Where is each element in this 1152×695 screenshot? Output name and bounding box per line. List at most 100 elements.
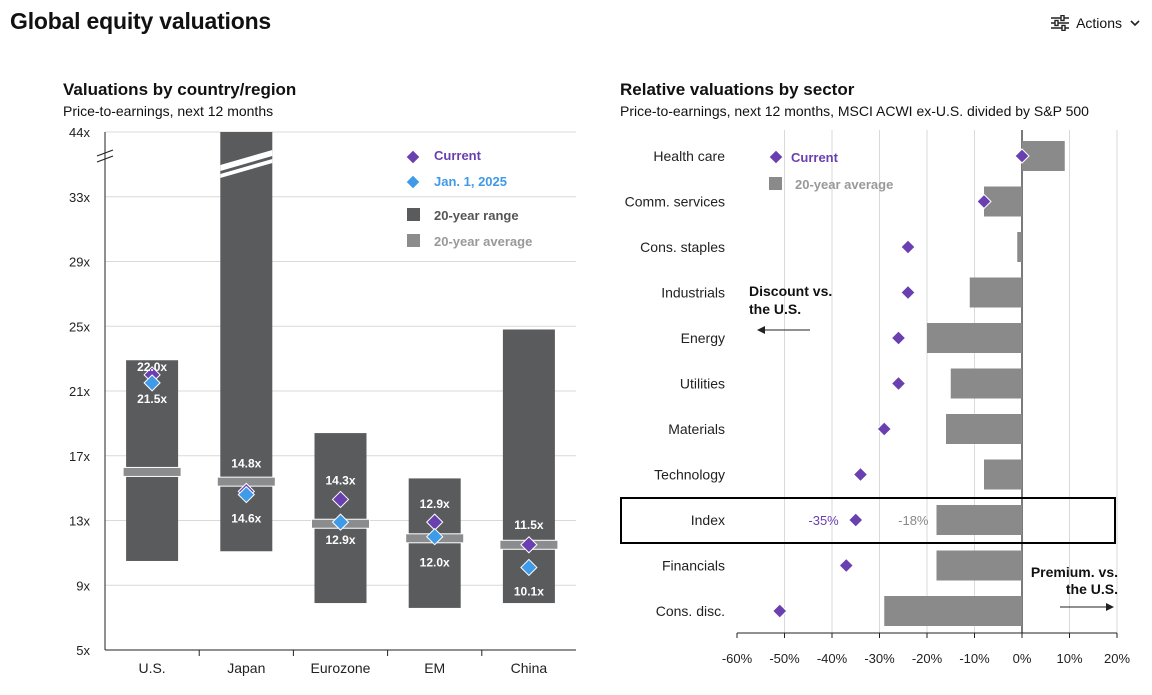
index-average-label: -18% — [898, 513, 929, 528]
current-marker — [1014, 148, 1030, 164]
current-value-label: 11.5x — [514, 518, 544, 532]
jan-2025-marker — [425, 527, 444, 546]
average-bar — [927, 323, 1022, 353]
average-bar — [1017, 232, 1022, 262]
legend-range-swatch — [407, 208, 420, 221]
sector-label: Materials — [668, 421, 725, 437]
x-tick-label: 20% — [1104, 651, 1130, 666]
axis-break-mark — [96, 149, 114, 157]
current-marker — [852, 466, 869, 483]
legend-jan-2025-label: Jan. 1, 2025 — [434, 174, 507, 189]
average-bar — [984, 459, 1022, 490]
sector-label: Cons. staples — [640, 239, 725, 255]
jan-2025-value-label: 12.9x — [325, 533, 355, 547]
x-tick-label: -20% — [912, 651, 943, 666]
bar-break-stripe — [220, 150, 273, 171]
current-value-label: 14.3x — [325, 473, 355, 487]
legend-average-label: 20-year average — [795, 177, 893, 192]
premium-annotation: the U.S. — [1066, 581, 1118, 597]
legend-current-marker — [768, 149, 784, 165]
legend-average-swatch — [769, 177, 782, 190]
chevron-down-icon — [1128, 18, 1142, 28]
current-marker — [890, 375, 907, 392]
average-marker — [122, 466, 182, 477]
actions-button[interactable]: Actions — [1046, 12, 1146, 34]
sector-label: Health care — [653, 148, 725, 164]
x-tick-label: -30% — [864, 651, 895, 666]
y-tick-label: 33x — [69, 190, 90, 205]
y-tick-label: 29x — [69, 255, 90, 270]
current-marker — [876, 421, 892, 437]
legend-current-label: Current — [434, 148, 482, 163]
jan-2025-value-label: 12.0x — [420, 556, 450, 570]
legend-range-label: 20-year range — [434, 208, 519, 223]
jan-2025-marker — [331, 513, 350, 531]
sector-label: Financials — [662, 558, 725, 574]
jan-2025-value-label: 14.6x — [231, 512, 261, 526]
jan-2025-marker — [143, 374, 161, 392]
jan-2025-value-label: 10.1x — [514, 584, 544, 598]
x-category-label: EM — [424, 660, 445, 676]
index-current-label: -35% — [808, 513, 839, 528]
average-bar — [950, 368, 1022, 399]
y-tick-label: 44x — [69, 125, 90, 140]
range-bar — [126, 360, 179, 561]
legend-average-label: 20-year average — [434, 234, 532, 249]
jan-2025-marker — [520, 558, 538, 577]
current-marker — [890, 330, 907, 346]
current-value-label: 14.8x — [231, 456, 261, 470]
legend-current-marker — [405, 149, 421, 165]
actions-label: Actions — [1076, 15, 1122, 31]
x-tick-label: -50% — [769, 651, 800, 666]
sector-label: Energy — [681, 330, 725, 346]
discount-annotation: Discount vs. — [749, 283, 832, 299]
current-marker — [848, 512, 864, 528]
x-category-label: Eurozone — [311, 660, 371, 676]
page-title: Global equity valuations — [10, 8, 272, 34]
premium-annotation: Premium. vs. — [1031, 564, 1118, 580]
axis-break-mark — [96, 155, 114, 163]
average-bar — [946, 414, 1022, 444]
country-chart-subtitle: Price-to-earnings, next 12 months — [63, 103, 274, 119]
sector-label: Cons. disc. — [656, 603, 725, 619]
average-bar — [884, 596, 1022, 626]
legend-current-label: Current — [791, 150, 839, 165]
discount-annotation: the U.S. — [749, 301, 801, 317]
sector-label: Utilities — [680, 376, 725, 392]
x-tick-label: -60% — [722, 651, 753, 666]
x-tick-label: -40% — [817, 651, 848, 666]
x-tick-label: -10% — [959, 651, 990, 666]
sliders-icon — [1050, 15, 1070, 31]
legend-jan-2025-marker — [405, 174, 421, 190]
current-marker — [900, 284, 916, 301]
country-chart-title: Valuations by country/region — [63, 80, 297, 99]
y-tick-label: 17x — [69, 449, 90, 464]
current-value-label: 12.9x — [420, 497, 450, 511]
y-tick-label: 21x — [69, 384, 90, 399]
jan-2025-marker — [237, 485, 256, 504]
jan-2025-value-label: 21.5x — [137, 392, 167, 406]
sector-label: Index — [691, 512, 725, 528]
average-bar — [936, 505, 1022, 535]
x-category-label: U.S. — [138, 660, 165, 676]
current-value-label: 22.0x — [137, 360, 167, 374]
average-bar — [936, 550, 1022, 581]
range-bar — [502, 329, 555, 604]
y-tick-label: 9x — [76, 578, 90, 593]
sector-chart-subtitle: Price-to-earnings, next 12 months, MSCI … — [620, 103, 1089, 119]
bar-break-stripe — [220, 159, 273, 178]
sector-label: Technology — [654, 467, 725, 483]
sector-label: Comm. services — [625, 194, 725, 210]
current-marker — [900, 239, 916, 255]
current-marker — [331, 490, 350, 509]
x-tick-label: 0% — [1013, 651, 1032, 666]
discount-arrow-head — [757, 326, 765, 334]
y-tick-label: 13x — [69, 514, 90, 529]
current-marker — [772, 603, 788, 619]
current-marker — [520, 536, 538, 554]
current-marker — [976, 193, 992, 210]
y-tick-label: 25x — [69, 319, 90, 334]
current-marker — [838, 557, 854, 574]
y-tick-label: 5x — [76, 643, 90, 658]
